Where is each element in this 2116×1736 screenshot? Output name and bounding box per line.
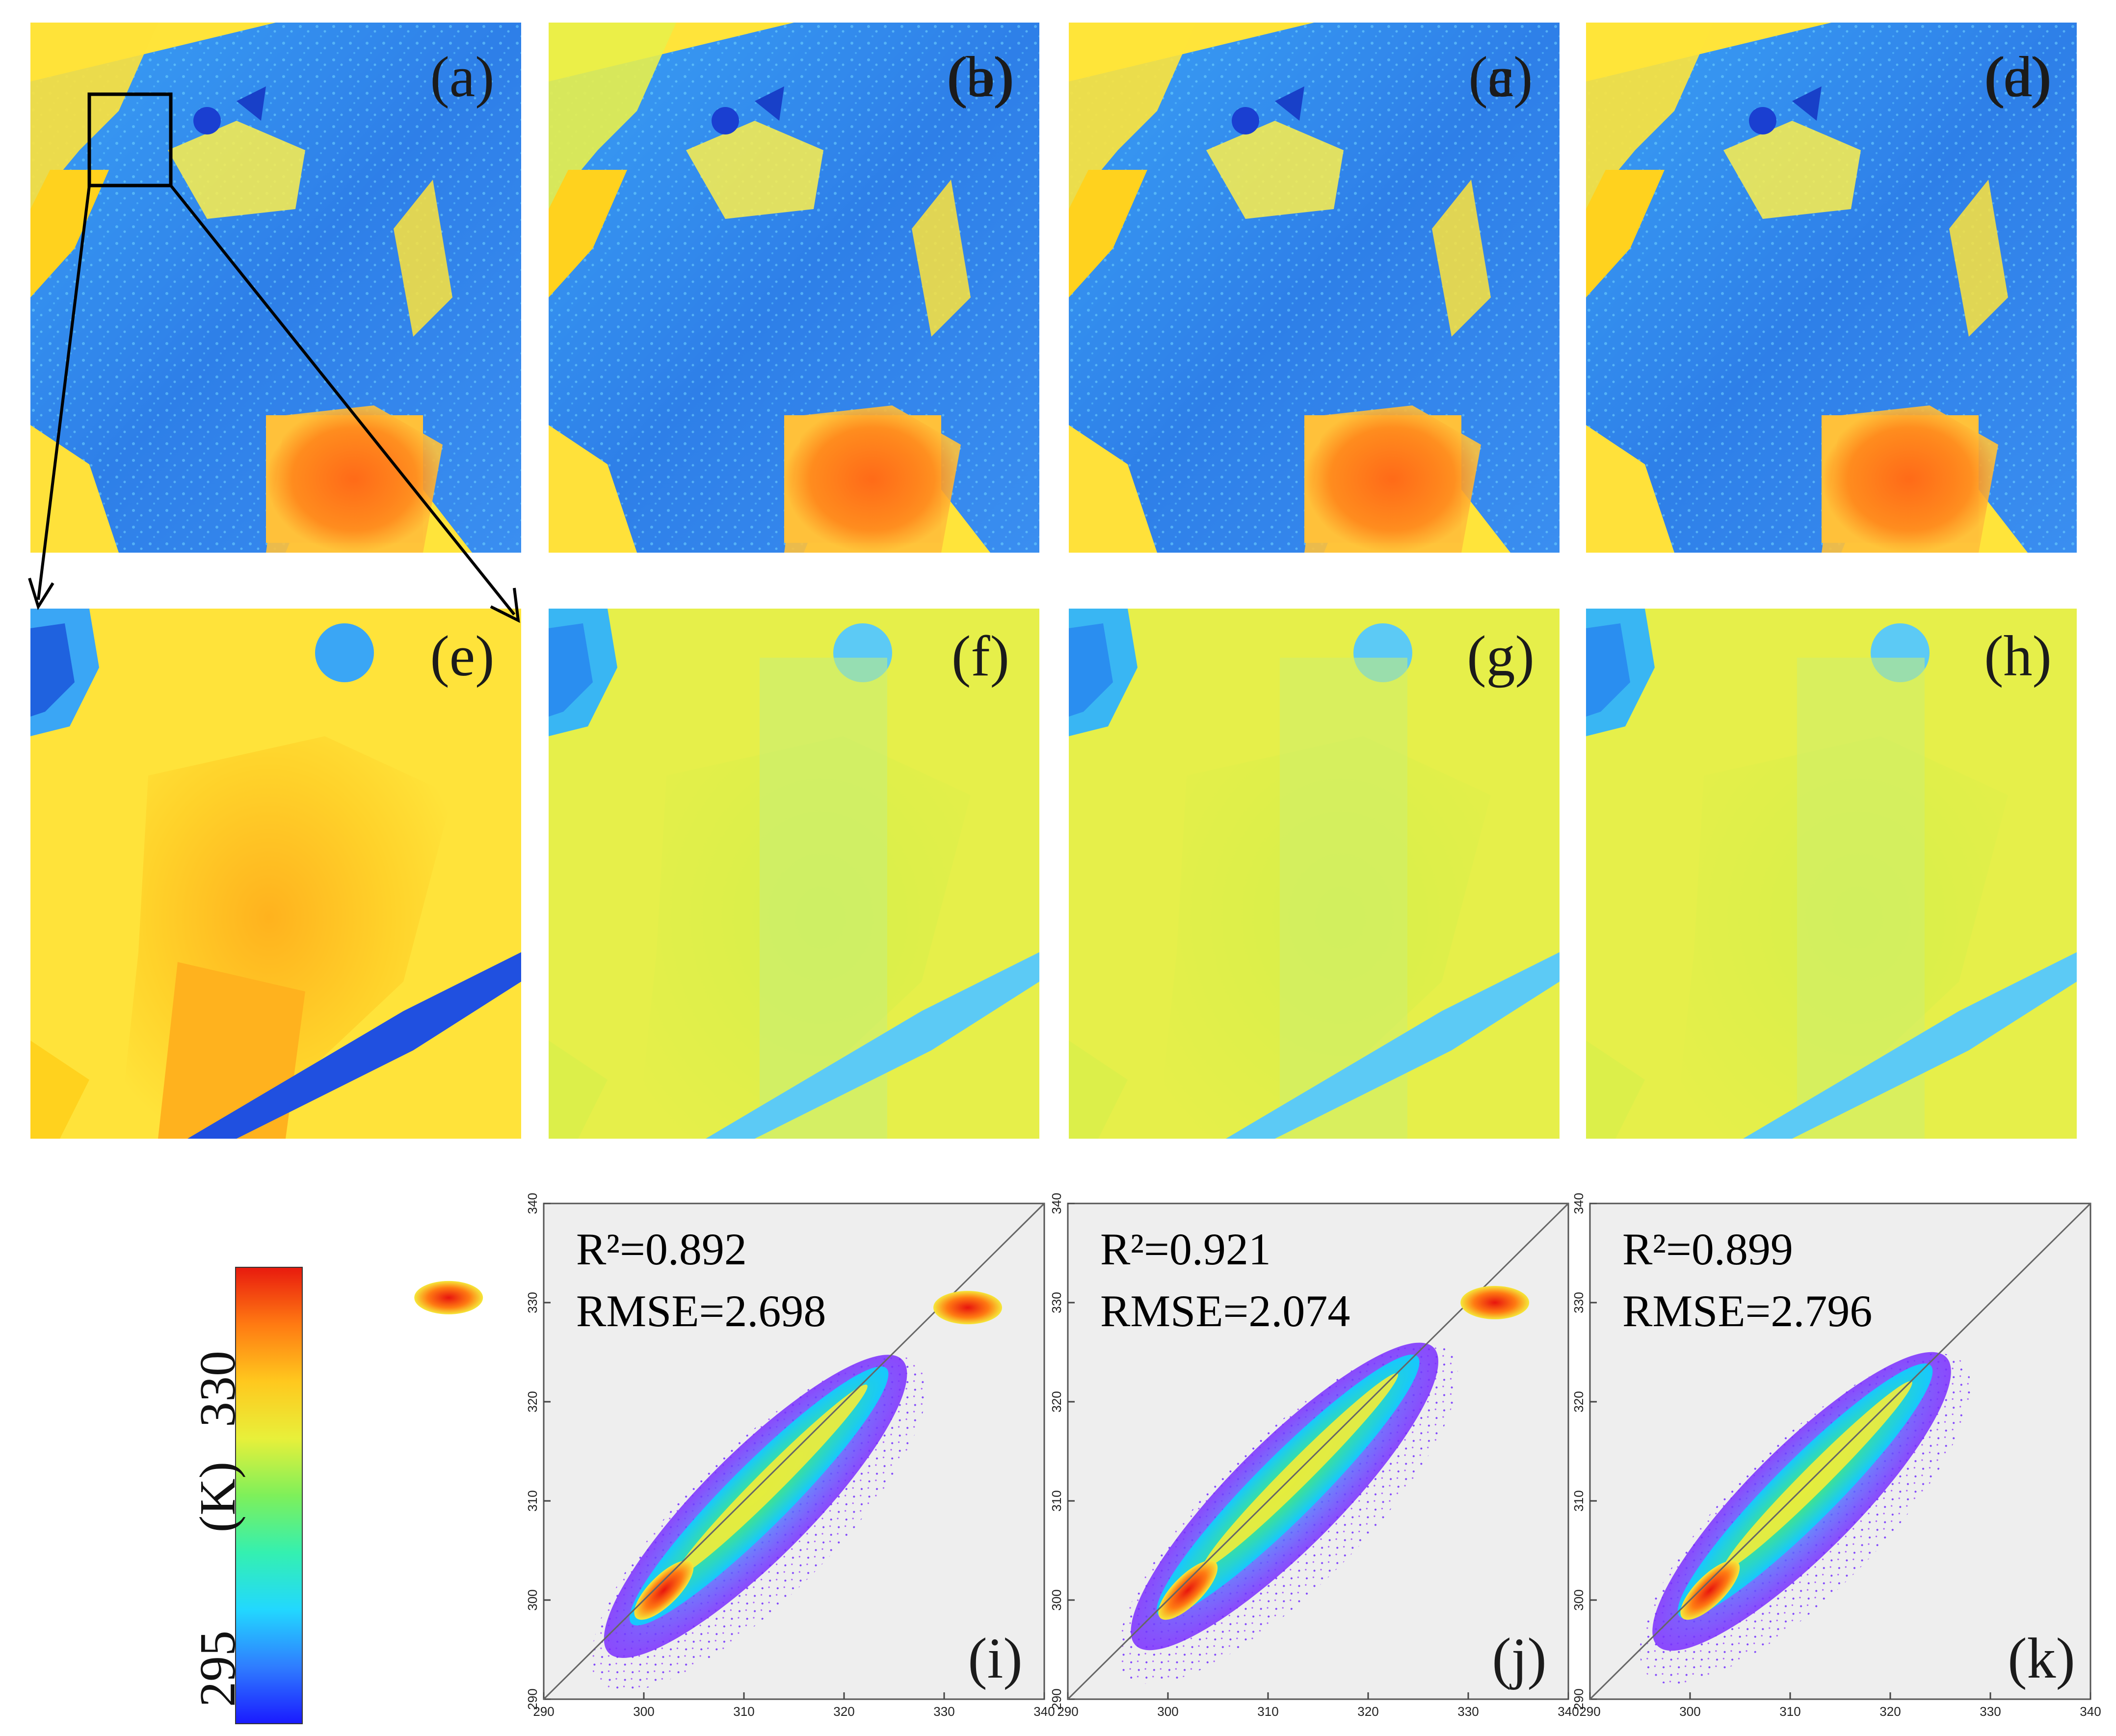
map-panel-row: (a) (a)(b) (a)(c) bbox=[30, 23, 2077, 553]
map-panel-c: (a)(c) bbox=[1069, 23, 1560, 553]
r-squared-text: R²=0.921 bbox=[1100, 1224, 1271, 1274]
y-tick-label: 290 bbox=[1571, 1688, 1586, 1709]
y-tick-label: 300 bbox=[1571, 1589, 1586, 1610]
panel-label: (i) bbox=[968, 1626, 1022, 1690]
y-tick-label: 300 bbox=[525, 1589, 540, 1610]
x-tick-label: 290 bbox=[1057, 1704, 1078, 1719]
colorbar-unit-label: (K) bbox=[189, 1462, 246, 1532]
panel-label: (j) bbox=[1492, 1626, 1546, 1690]
colorbar-gradient bbox=[235, 1267, 303, 1724]
x-tick-label: 300 bbox=[633, 1704, 654, 1719]
scatter-panel-k: 290 300 310 320 330 340290300310320330340R²=0… bbox=[1460, 1193, 2101, 1719]
x-tick-label: 290 bbox=[1579, 1704, 1600, 1719]
panel-label: (e) bbox=[430, 624, 495, 688]
zoom-region-indicator bbox=[28, 92, 520, 623]
zoom-panel-h: (h) bbox=[1586, 609, 2077, 1139]
density-core bbox=[1680, 1560, 1740, 1620]
map-panel-a: (a) bbox=[30, 23, 521, 553]
x-tick-label: 310 bbox=[1257, 1704, 1278, 1719]
x-tick-label: 320 bbox=[1357, 1704, 1378, 1719]
zoom-panel-f: (f) bbox=[549, 609, 1039, 1139]
zoom-panel-row: (e) (f) (g) (h) bbox=[30, 609, 2077, 1139]
y-tick-label: 320 bbox=[525, 1391, 540, 1412]
y-tick-label: 310 bbox=[1571, 1490, 1586, 1511]
x-tick-label: 300 bbox=[1679, 1704, 1700, 1719]
scatter-panel-i: 290 300 310 320 330 340 290 300 310 320 330 340 R²=0… bbox=[414, 1193, 1055, 1719]
rmse-text: RMSE=2.698 bbox=[576, 1286, 826, 1336]
panel-label: (a) bbox=[1986, 45, 2050, 109]
density-core bbox=[1158, 1560, 1218, 1620]
colorbar-max-label: 330 bbox=[189, 1351, 246, 1427]
x-tick-label: 290 bbox=[533, 1704, 554, 1719]
y-tick-label: 290 bbox=[525, 1688, 540, 1709]
x-tick-label: 340 bbox=[1558, 1704, 1579, 1719]
panel-label: (c) bbox=[1469, 45, 1533, 109]
rmse-text: RMSE=2.074 bbox=[1100, 1286, 1350, 1336]
scatter-panel-row: 290 300 310 320 330 340290300310320330340R²=0… bbox=[414, 1193, 2101, 1719]
panel-label: (d) bbox=[1984, 45, 2052, 109]
x-tick-label: 330 bbox=[1457, 1704, 1479, 1719]
one-to-one-line bbox=[1589, 1202, 2091, 1700]
x-tick-label: 340 bbox=[2080, 1704, 2101, 1719]
r-squared-text: R²=0.892 bbox=[576, 1224, 747, 1274]
panel-label: (a) bbox=[1469, 45, 1533, 109]
x-tick-label: 330 bbox=[933, 1704, 954, 1719]
zoom-panel-g: (g) bbox=[1069, 609, 1560, 1139]
map-panel-b: (a)(b) bbox=[549, 23, 1039, 553]
x-tick-label: 340 bbox=[1033, 1704, 1055, 1719]
scatter-panel-j: 290 300 310 320 330 340290300310320330340R²=0… bbox=[933, 1193, 1579, 1719]
panel-label: (a) bbox=[949, 45, 1013, 109]
y-tick-label: 320 bbox=[1049, 1391, 1064, 1412]
panel-label: (k) bbox=[2008, 1626, 2075, 1690]
y-tick-label: 320 bbox=[1571, 1391, 1586, 1412]
y-tick-label: 300 bbox=[1049, 1589, 1064, 1610]
y-tick-label: 340 bbox=[1571, 1193, 1586, 1214]
x-tick-label: 310 bbox=[1779, 1704, 1800, 1719]
y-tick-label: 330 bbox=[1571, 1292, 1586, 1313]
x-tick-label: 310 bbox=[733, 1704, 754, 1719]
panel-label: (a) bbox=[430, 45, 495, 109]
x-tick-label: 320 bbox=[1879, 1704, 1901, 1719]
zoom-panel-e: (e) bbox=[30, 609, 521, 1139]
y-tick-label: 310 bbox=[1049, 1490, 1064, 1511]
rmse-text: RMSE=2.796 bbox=[1622, 1286, 1872, 1336]
y-tick-label: 330 bbox=[525, 1292, 540, 1313]
one-to-one-line bbox=[543, 1202, 1045, 1700]
panel-label: (h) bbox=[1984, 624, 2052, 688]
y-tick-label: 290 bbox=[1049, 1688, 1064, 1709]
x-tick-label: 300 bbox=[1157, 1704, 1178, 1719]
colorbar: 330 (K) 295 bbox=[189, 1267, 303, 1724]
x-tick-label: 330 bbox=[1980, 1704, 2001, 1719]
map-panel-d: (a)(d) bbox=[1586, 23, 2077, 553]
density-core bbox=[634, 1560, 694, 1620]
x-tick-label: 320 bbox=[833, 1704, 854, 1719]
one-to-one-line bbox=[1067, 1202, 1569, 1700]
y-tick-label: 340 bbox=[1049, 1193, 1064, 1214]
y-tick-label: 340 bbox=[525, 1193, 540, 1214]
y-tick-label: 330 bbox=[1049, 1292, 1064, 1313]
panel-label: (f) bbox=[952, 624, 1009, 688]
y-tick-label: 310 bbox=[525, 1490, 540, 1511]
panel-label: (g) bbox=[1467, 624, 1534, 688]
colorbar-min-label: 295 bbox=[189, 1630, 246, 1707]
r-squared-text: R²=0.899 bbox=[1622, 1224, 1793, 1274]
panel-label: (b) bbox=[947, 45, 1014, 109]
